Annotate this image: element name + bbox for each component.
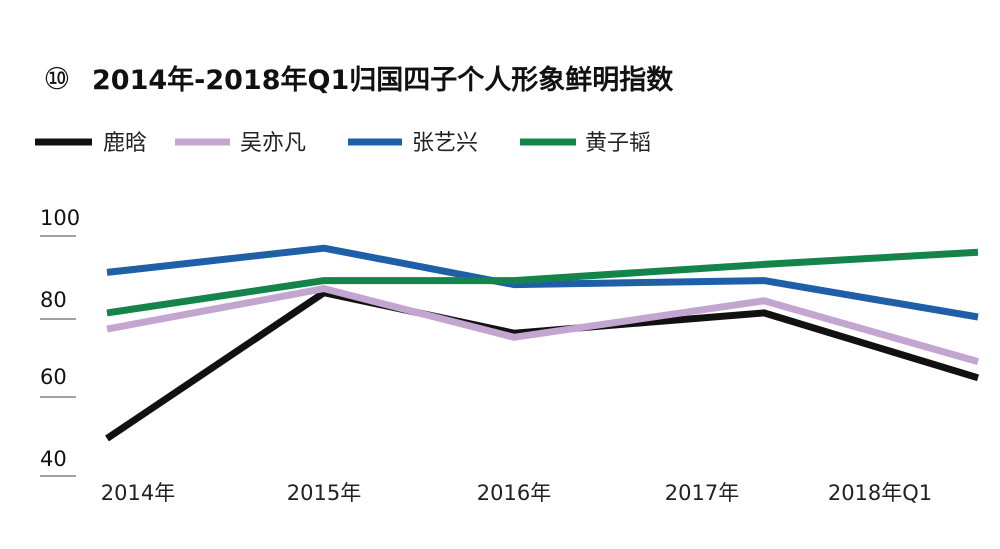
legend-label: 吴亦凡 [240,131,306,156]
y-tick-label: 60 [40,365,67,389]
x-tick-label: 2018年Q1 [828,481,932,505]
legend-item: 张艺兴 [348,131,478,156]
chart-number-badge: ⑩ [44,62,71,97]
series-line-wu-yifan [106,285,979,365]
legend-label: 鹿晗 [103,131,147,156]
y-tick-label: 100 [40,206,80,230]
y-tick-label: 80 [40,288,67,312]
legend-label: 黄子韬 [585,131,651,156]
series-line-lu-han [105,289,980,442]
legend: 鹿晗 吴亦凡 张艺兴 黄子韬 [35,131,651,156]
legend-item: 吴亦凡 [175,131,306,156]
x-tick-label: 2014年 [101,481,175,505]
series-line-zhang-yixing [106,244,979,321]
x-tick-label: 2017年 [665,481,739,505]
x-tick-label: 2016年 [477,481,551,505]
legend-item: 黄子韬 [520,131,651,156]
series-layer [105,244,980,442]
x-axis: 2014年 2015年 2016年 2017年 2018年Q1 [101,481,932,505]
chart-title: 2014年-2018年Q1归国四子个人形象鲜明指数 [92,64,674,96]
x-tick-label: 2015年 [287,481,361,505]
legend-label: 张艺兴 [412,131,478,156]
legend-item: 鹿晗 [35,131,147,156]
series-line-huang-zitao [106,248,979,317]
y-axis: 100 80 60 40 [40,206,80,477]
y-tick-label: 40 [40,447,67,471]
